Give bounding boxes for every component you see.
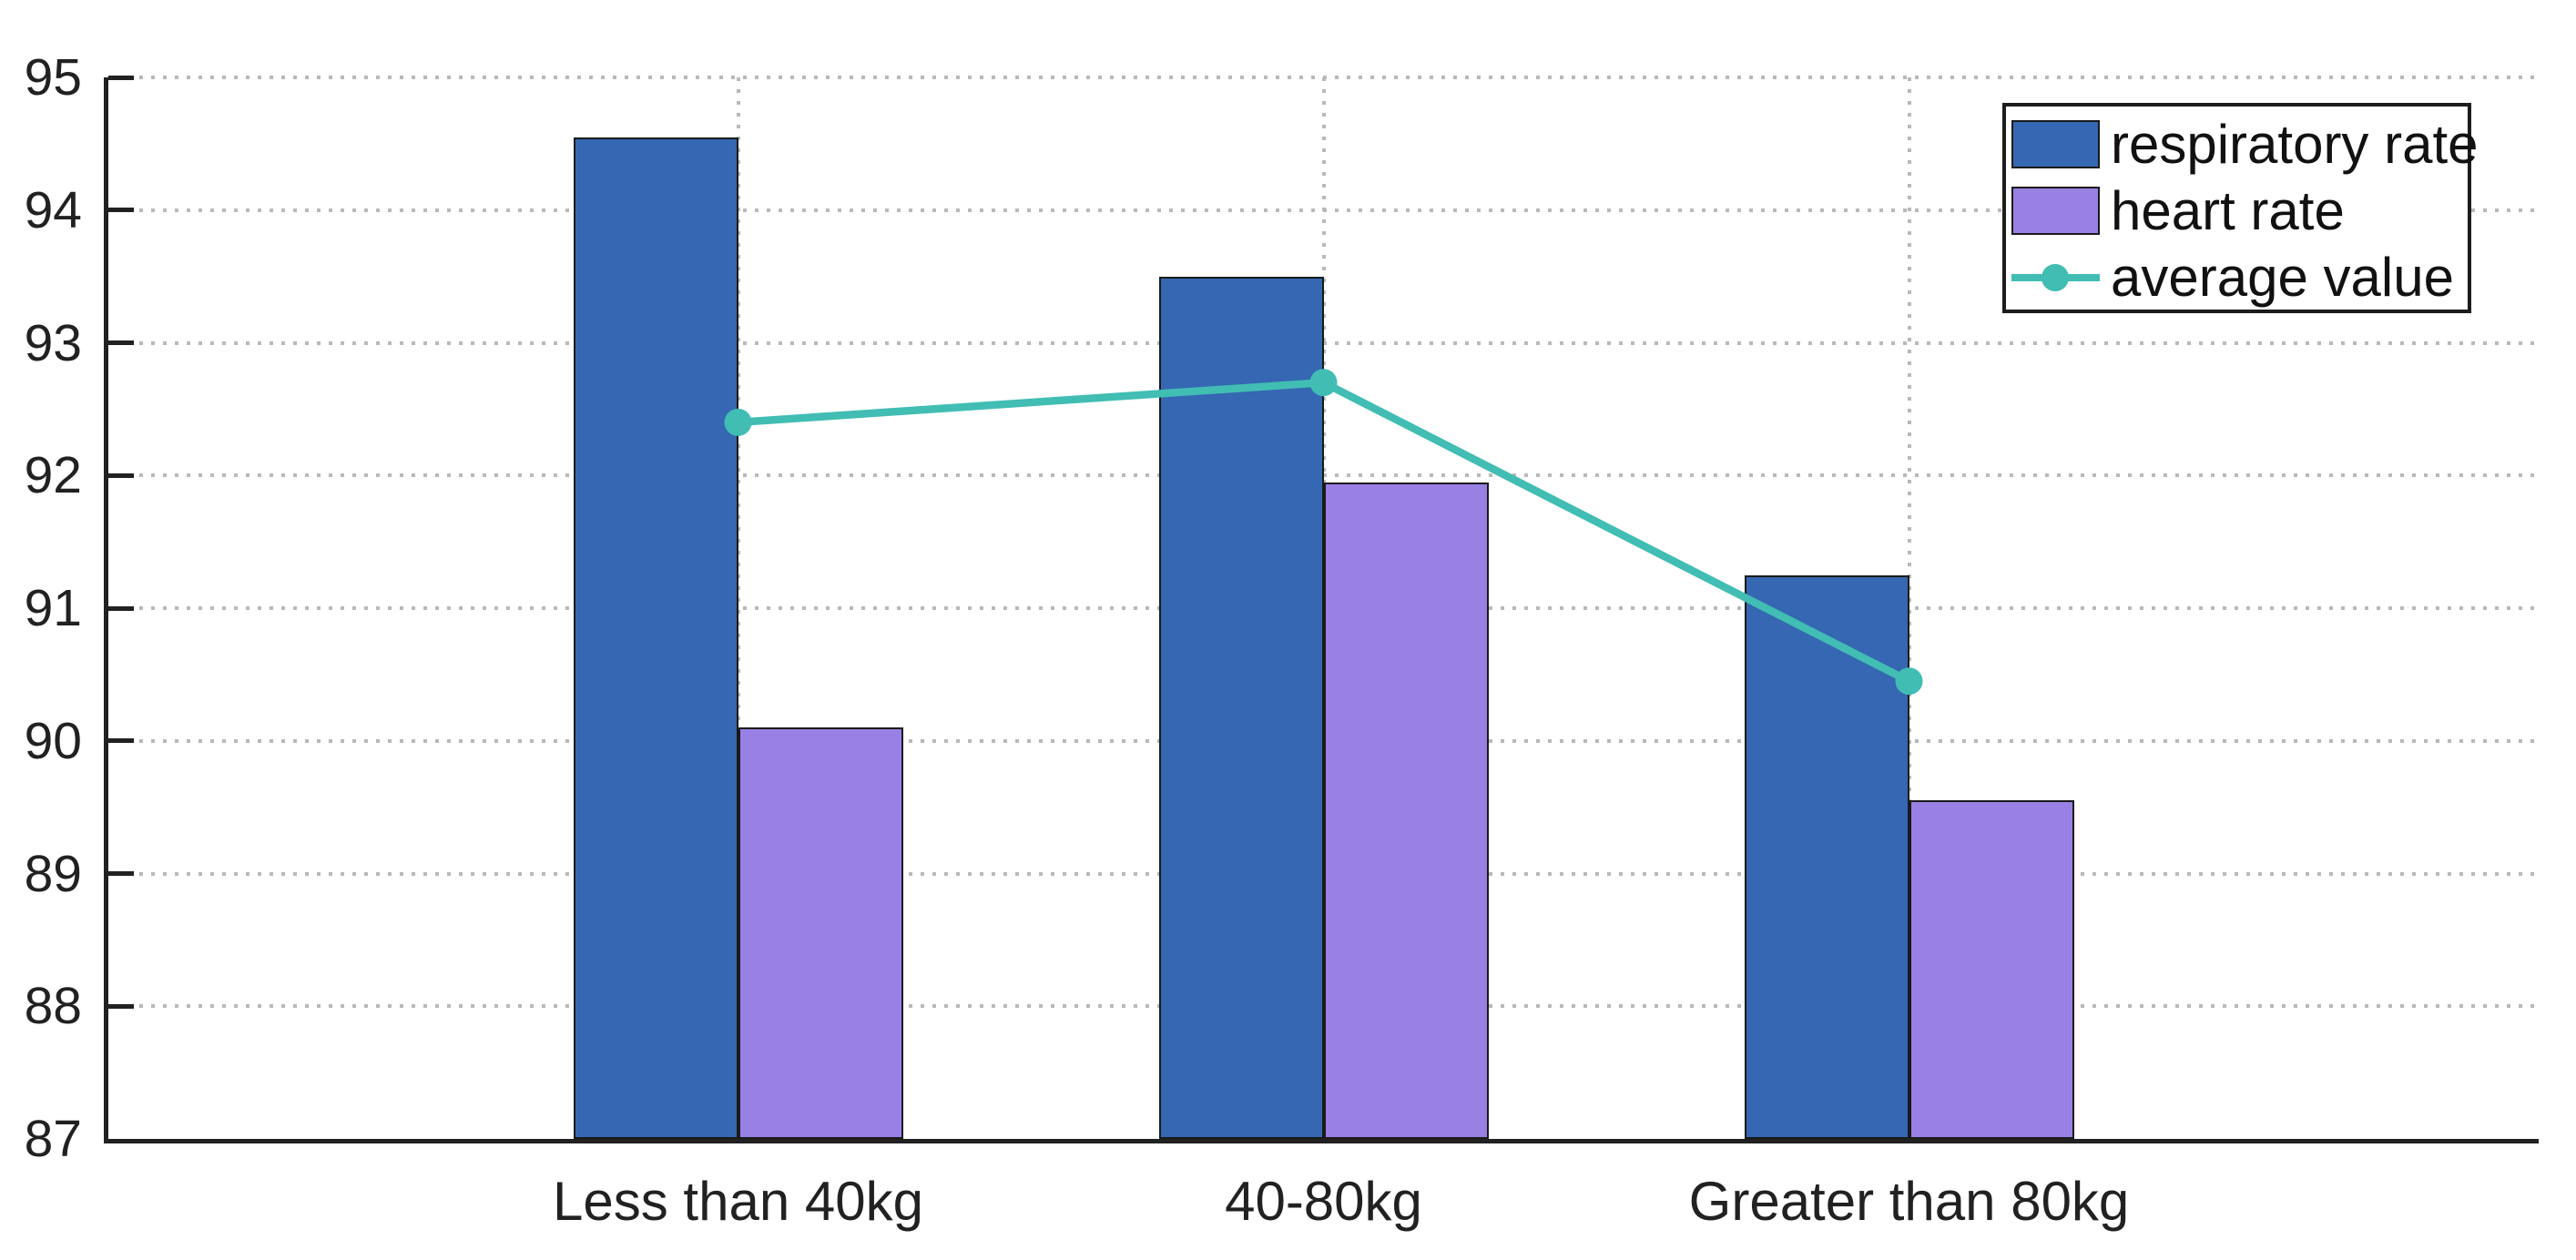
average-value-marker-3 bbox=[1895, 667, 1923, 696]
respiratory-rate-bar-2 bbox=[1158, 276, 1324, 1139]
respiratory-rate-swatch bbox=[2011, 120, 2100, 168]
y-tick-mark-91 bbox=[108, 605, 134, 611]
x-tick-label-3: Greater than 80kg bbox=[1688, 1171, 2130, 1232]
plot-area bbox=[104, 75, 2539, 1143]
heart-rate-bar-3 bbox=[1909, 800, 2074, 1139]
y-tick-mark-95 bbox=[108, 75, 134, 80]
y-gridline-95 bbox=[139, 76, 2539, 79]
y-tick-label-87: 87 bbox=[24, 1110, 82, 1168]
legend: respiratory rate heart rate average valu… bbox=[2002, 103, 2478, 313]
y-tick-mark-92 bbox=[108, 472, 134, 478]
y-tick-label-92: 92 bbox=[24, 446, 82, 505]
legend-label-heart-rate: heart rate bbox=[2111, 180, 2345, 241]
legend-row-average-value: average value bbox=[2011, 244, 2468, 310]
average-value-marker-sample bbox=[2041, 264, 2069, 291]
y-tick-label-94: 94 bbox=[24, 180, 82, 239]
heart-rate-swatch bbox=[2011, 187, 2100, 235]
legend-row-heart-rate: heart rate bbox=[2011, 178, 2468, 244]
y-gridline-93 bbox=[139, 340, 2539, 345]
average-value-line bbox=[738, 378, 1911, 685]
y-tick-label-88: 88 bbox=[24, 977, 82, 1036]
y-tick-mark-94 bbox=[108, 208, 134, 213]
y-tick-label-89: 89 bbox=[24, 844, 82, 903]
legend-label-average-value: average value bbox=[2111, 247, 2454, 308]
legend-label-respiratory-rate: respiratory rate bbox=[2111, 114, 2479, 175]
x-tick-label-2: 40-80kg bbox=[1225, 1171, 1422, 1232]
y-tick-label-95: 95 bbox=[24, 48, 82, 107]
average-value-marker-2 bbox=[1309, 369, 1338, 397]
heart-rate-bar-1 bbox=[738, 727, 903, 1139]
y-gridline-92 bbox=[139, 473, 2539, 478]
average-value-marker-1 bbox=[724, 408, 752, 436]
y-gridline-94 bbox=[139, 208, 2539, 212]
y-tick-mark-89 bbox=[108, 871, 134, 876]
y-tick-label-93: 93 bbox=[24, 313, 82, 372]
y-tick-label-91: 91 bbox=[24, 579, 82, 637]
x-gridline-1 bbox=[736, 77, 740, 1139]
heart-rate-bar-2 bbox=[1323, 482, 1489, 1139]
average-value-line-layer bbox=[724, 369, 1923, 696]
legend-row-respiratory-rate: respiratory rate bbox=[2011, 111, 2478, 178]
average-value-line-swatch bbox=[2011, 251, 2100, 303]
x-tick-label-1: Less than 40kg bbox=[553, 1171, 923, 1232]
y-tick-mark-88 bbox=[108, 1003, 134, 1009]
x-gridline-3 bbox=[1907, 77, 1911, 1139]
y-tick-mark-93 bbox=[108, 340, 134, 345]
y-tick-mark-90 bbox=[108, 738, 134, 744]
respiratory-rate-bar-1 bbox=[573, 137, 738, 1139]
y-tick-label-90: 90 bbox=[24, 711, 82, 770]
